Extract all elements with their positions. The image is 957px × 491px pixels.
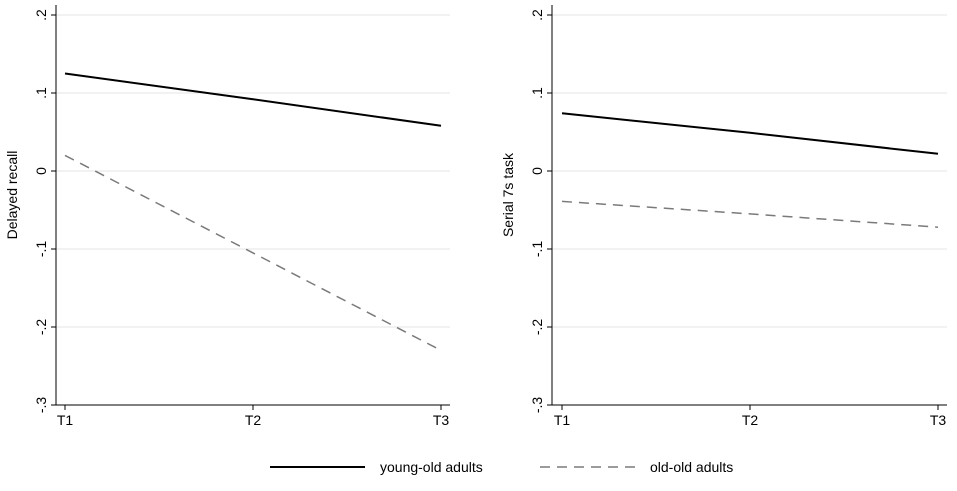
y-tick-label: -.2	[33, 319, 49, 336]
y-tick-label: .1	[529, 87, 545, 99]
y-tick-label: .1	[33, 87, 49, 99]
x-tick-label: T2	[245, 412, 262, 428]
x-tick-label: T3	[433, 412, 450, 428]
series-line-young-old	[561, 112, 939, 155]
y-tick-label: .2	[33, 9, 49, 21]
legend-label-young-old: young-old adults	[380, 459, 483, 475]
panel-serial-7s: .2 .1 0 -.1 -.2 -.3 T1 T2 T3 Serial 7s task	[500, 5, 947, 428]
x-tick-label: T3	[930, 412, 947, 428]
y-tick-label: -.3	[529, 397, 545, 414]
x-tick-label: T1	[57, 412, 74, 428]
x-tick-label: T2	[742, 412, 759, 428]
y-tick-label: -.1	[529, 241, 545, 258]
y-tick-label: -.1	[33, 241, 49, 258]
y-tick-label: .2	[529, 9, 545, 21]
legend: young-old adults old-old adults	[270, 459, 733, 475]
y-tick-label: -.3	[33, 397, 49, 414]
y-axis-title: Delayed recall	[4, 151, 20, 240]
legend-label-old-old: old-old adults	[650, 459, 733, 475]
y-tick-label: -.2	[529, 319, 545, 336]
series-line-old-old	[561, 200, 939, 228]
panel-delayed-recall: .2 .1 0 -.1 -.2 -.3 T1 T2 T3 Delayed recall	[4, 5, 450, 428]
series-line-young-old	[64, 72, 442, 127]
x-tick-label: T1	[554, 412, 571, 428]
y-axis-title: Serial 7s task	[500, 152, 516, 237]
y-tick-label: 0	[529, 167, 545, 175]
y-tick-label: 0	[33, 167, 49, 175]
series-line-old-old	[64, 154, 442, 352]
